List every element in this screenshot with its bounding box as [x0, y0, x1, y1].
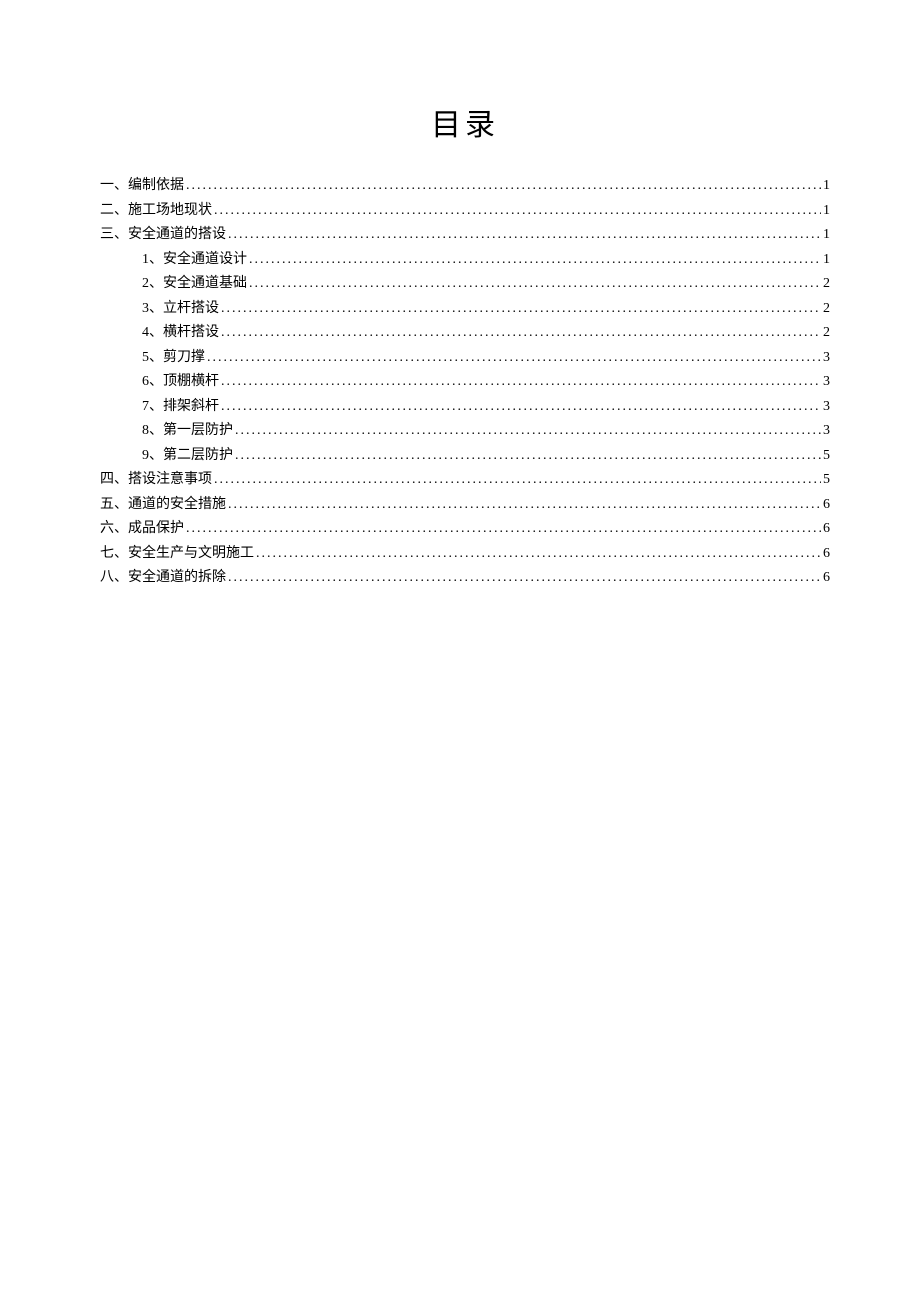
- toc-leader-dots: [186, 517, 821, 542]
- toc-leader-dots: [221, 370, 821, 395]
- toc-leader-dots: [221, 297, 821, 322]
- toc-entry: 4、横杆搭设 2: [100, 321, 830, 346]
- toc-entry-page: 5: [823, 468, 830, 493]
- toc-entry-page: 6: [823, 493, 830, 518]
- toc-entry-label: 六、成品保护: [100, 517, 184, 542]
- toc-leader-dots: [256, 542, 821, 567]
- toc-leader-dots: [228, 493, 821, 518]
- toc-entry-label: 3、立杆搭设: [142, 297, 219, 322]
- toc-entry: 3、立杆搭设 2: [100, 297, 830, 322]
- toc-entry-label: 五、通道的安全措施: [100, 493, 226, 518]
- toc-entry-label: 2、安全通道基础: [142, 272, 247, 297]
- toc-entry: 1、安全通道设计 1: [100, 248, 830, 273]
- toc-leader-dots: [228, 566, 821, 591]
- toc-entry: 八、安全通道的拆除 6: [100, 566, 830, 591]
- toc-leader-dots: [235, 419, 821, 444]
- toc-entry-page: 3: [823, 419, 830, 444]
- toc-entry: 一、编制依据 1: [100, 174, 830, 199]
- toc-entry: 二、施工场地现状 1: [100, 199, 830, 224]
- toc-entry-label: 二、施工场地现状: [100, 199, 212, 224]
- toc-entry-page: 3: [823, 395, 830, 420]
- toc-entry: 6、顶棚横杆 3: [100, 370, 830, 395]
- toc-entry-label: 4、横杆搭设: [142, 321, 219, 346]
- toc-entry-label: 5、剪刀撑: [142, 346, 205, 371]
- toc-entry-label: 6、顶棚横杆: [142, 370, 219, 395]
- toc-entry-page: 2: [823, 321, 830, 346]
- toc-entry-page: 2: [823, 272, 830, 297]
- toc-entry: 五、通道的安全措施 6: [100, 493, 830, 518]
- toc-entry: 7、排架斜杆 3: [100, 395, 830, 420]
- toc-entry-page: 1: [823, 174, 830, 199]
- toc-entry-page: 1: [823, 199, 830, 224]
- toc-entry-label: 9、第二层防护: [142, 444, 233, 469]
- toc-entry-label: 一、编制依据: [100, 174, 184, 199]
- toc-entry: 四、搭设注意事项 5: [100, 468, 830, 493]
- toc-entry-page: 1: [823, 248, 830, 273]
- toc-entry-page: 6: [823, 542, 830, 567]
- toc-entry: 七、安全生产与文明施工 6: [100, 542, 830, 567]
- toc-leader-dots: [207, 346, 821, 371]
- toc-entry-page: 6: [823, 566, 830, 591]
- toc-entry-page: 1: [823, 223, 830, 248]
- toc-entry-label: 7、排架斜杆: [142, 395, 219, 420]
- toc-entry-label: 四、搭设注意事项: [100, 468, 212, 493]
- toc-entry: 六、成品保护 6: [100, 517, 830, 542]
- toc-leader-dots: [214, 199, 821, 224]
- toc-entry-label: 三、安全通道的搭设: [100, 223, 226, 248]
- table-of-contents: 一、编制依据1二、施工场地现状1三、安全通道的搭设11、安全通道设计12、安全通…: [100, 174, 830, 591]
- toc-entry-label: 八、安全通道的拆除: [100, 566, 226, 591]
- page-title: 目录: [100, 100, 830, 144]
- toc-leader-dots: [228, 223, 821, 248]
- toc-entry-page: 2: [823, 297, 830, 322]
- toc-entry-page: 3: [823, 346, 830, 371]
- toc-entry-page: 3: [823, 370, 830, 395]
- toc-entry: 5、剪刀撑 3: [100, 346, 830, 371]
- toc-leader-dots: [221, 321, 821, 346]
- toc-entry-label: 七、安全生产与文明施工: [100, 542, 254, 567]
- toc-entry: 2、安全通道基础 2: [100, 272, 830, 297]
- toc-leader-dots: [214, 468, 821, 493]
- toc-entry: 9、第二层防护 5: [100, 444, 830, 469]
- toc-entry-label: 1、安全通道设计: [142, 248, 247, 273]
- toc-entry-label: 8、第一层防护: [142, 419, 233, 444]
- toc-entry: 8、第一层防护 3: [100, 419, 830, 444]
- toc-leader-dots: [249, 248, 821, 273]
- toc-entry-page: 6: [823, 517, 830, 542]
- toc-leader-dots: [221, 395, 821, 420]
- toc-leader-dots: [235, 444, 821, 469]
- toc-leader-dots: [186, 174, 821, 199]
- toc-entry: 三、安全通道的搭设 1: [100, 223, 830, 248]
- toc-leader-dots: [249, 272, 821, 297]
- toc-entry-page: 5: [823, 444, 830, 469]
